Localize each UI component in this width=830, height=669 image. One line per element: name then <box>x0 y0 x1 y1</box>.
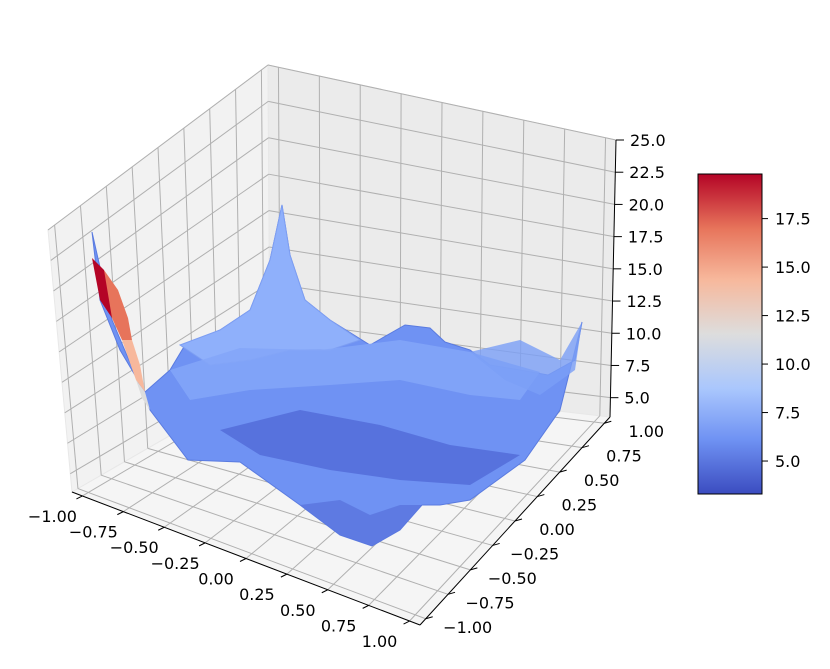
x-tick-label: 1.00 <box>362 632 398 651</box>
y-tick-label: −0.75 <box>466 593 515 612</box>
x-tick-label: 0.50 <box>280 601 316 620</box>
y-gridline-left <box>79 205 102 476</box>
x-tick-mark <box>117 511 124 516</box>
surface-corner-spike-tip <box>136 380 150 410</box>
x-tick-mark <box>403 620 410 625</box>
y-tick-mark <box>447 591 456 595</box>
colorbar-gradient <box>697 173 763 495</box>
y-gridline-floor <box>77 488 426 620</box>
x-tick-mark <box>321 589 329 594</box>
axis-line <box>609 139 617 418</box>
y-gridline-floor <box>101 474 449 595</box>
surface <box>91 204 583 547</box>
x-tick-mark <box>280 573 288 578</box>
x-tick-label: −0.50 <box>110 538 159 557</box>
y-tick-label: −0.50 <box>488 569 537 588</box>
colorbar-tick-label: 7.5 <box>775 404 800 423</box>
colorbar-tick-label: 17.5 <box>775 210 811 229</box>
colorbar-tick-label: 15.0 <box>775 258 811 277</box>
y-tick-label: 1.00 <box>628 422 664 441</box>
y-tick-mark <box>604 420 612 424</box>
x-tick-mark <box>76 495 83 500</box>
y-gridline-floor <box>124 461 471 571</box>
y-tick-mark <box>537 494 545 498</box>
x-tick-mark <box>362 604 369 609</box>
colorbar-tick-label: 5.0 <box>775 452 800 471</box>
z-tick-label: 10.0 <box>626 324 662 343</box>
y-tick-mark <box>514 518 523 522</box>
y-tick-mark <box>559 469 567 473</box>
y-tick-label: −0.25 <box>510 544 559 563</box>
surface-central-trough <box>220 410 520 485</box>
x-tick-label: 0.00 <box>198 570 234 589</box>
y-tick-mark <box>492 542 500 546</box>
x-tick-label: −0.25 <box>151 554 200 573</box>
surface-corner-spike-light <box>122 340 145 392</box>
colorbar-ticks: 5.0 7.5 10.0 12.5 15.0 17.5 <box>762 210 811 471</box>
z-tick-label: 25.0 <box>630 131 666 150</box>
x-tick-mark <box>157 526 165 531</box>
surface-near-valley <box>300 500 422 546</box>
x-tick-mark <box>198 542 206 547</box>
y-tick-label: 0.50 <box>584 471 620 490</box>
y-gridline-left <box>54 225 79 489</box>
z-tick-label: 15.0 <box>627 260 663 279</box>
z-tick-label: 17.5 <box>628 228 664 247</box>
surface-right-bump <box>470 322 582 395</box>
z-tick-label: 20.0 <box>629 195 665 214</box>
z-tick-label: 5.0 <box>624 389 649 408</box>
y-tick-mark <box>470 567 478 571</box>
axis-ticks: −1.00−0.75−0.50−0.250.000.250.500.751.00… <box>28 131 666 651</box>
surface-mid-band <box>170 340 540 400</box>
y-tick-label: 0.00 <box>539 520 575 539</box>
x-tick-mark <box>239 558 247 562</box>
x-gridline-back <box>599 137 607 416</box>
y-tick-mark <box>425 616 433 620</box>
x-tick-label: −0.75 <box>69 523 118 542</box>
x-tick-label: 0.75 <box>321 616 357 635</box>
y-tick-label: −1.00 <box>443 618 492 637</box>
x-tick-label: 0.25 <box>239 585 275 604</box>
surface-corner-spike-mid <box>104 270 132 340</box>
y-tick-mark <box>581 445 590 449</box>
y-tick-label: 0.25 <box>562 496 598 515</box>
z-tick-label: 22.5 <box>629 163 665 182</box>
z-tick-label: 12.5 <box>627 292 663 311</box>
colorbar: 5.0 7.5 10.0 12.5 15.0 17.5 <box>697 173 811 495</box>
y-tick-label: 0.75 <box>606 447 642 466</box>
z-tick-label: 7.5 <box>625 356 650 375</box>
colorbar-tick-label: 10.0 <box>775 355 811 374</box>
x-tick-label: −1.00 <box>28 507 77 526</box>
colorbar-tick-label: 12.5 <box>775 307 811 326</box>
